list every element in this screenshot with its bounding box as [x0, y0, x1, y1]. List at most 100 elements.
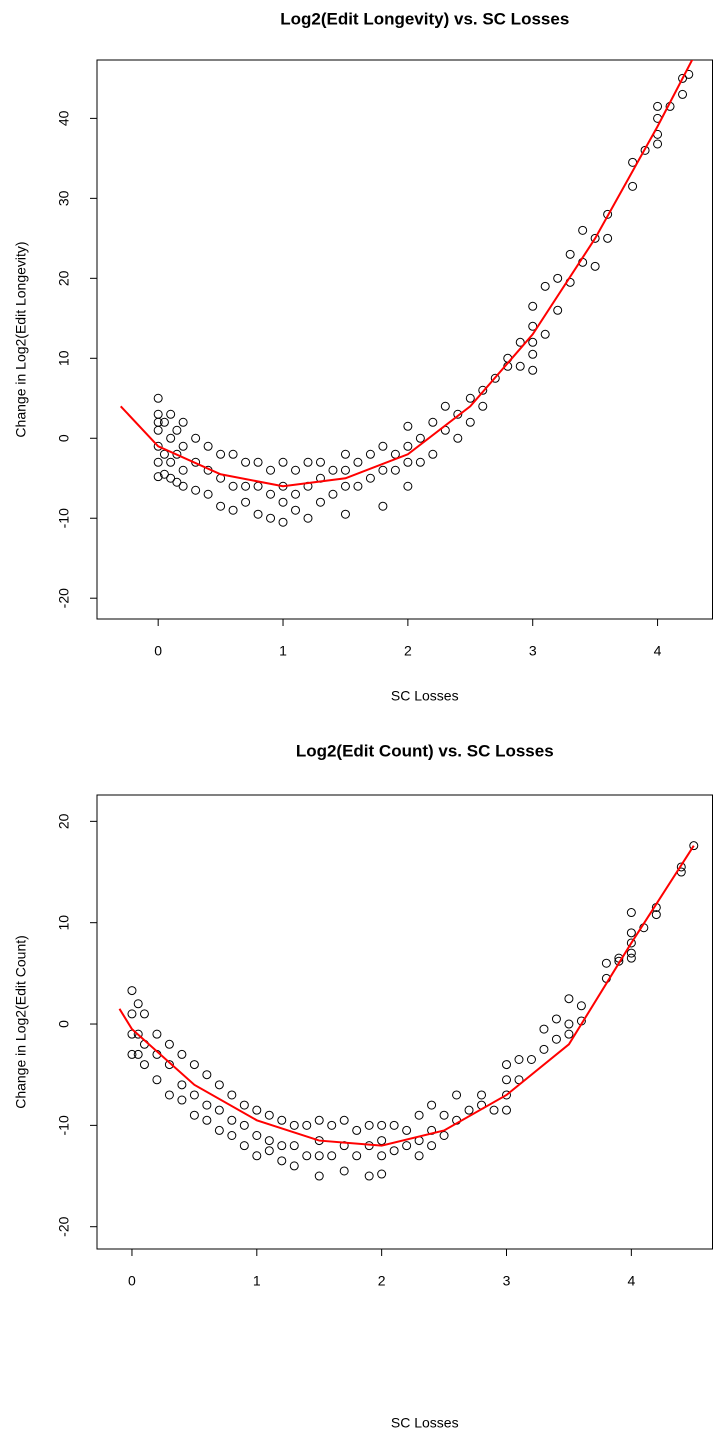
- point: [377, 1136, 387, 1146]
- point: [289, 1120, 299, 1130]
- point: [464, 1105, 474, 1115]
- point: [528, 365, 538, 375]
- y-tick-label: -20: [56, 1216, 72, 1236]
- plot-box: [96, 59, 713, 620]
- point: [515, 337, 525, 347]
- point: [477, 1090, 487, 1100]
- point: [202, 1115, 212, 1125]
- point: [453, 433, 463, 443]
- point: [364, 1120, 374, 1130]
- point: [159, 417, 169, 427]
- point: [378, 441, 388, 451]
- point: [489, 1105, 499, 1115]
- y-tick-label: 10: [56, 915, 72, 931]
- point: [564, 1019, 574, 1029]
- point: [551, 1014, 561, 1024]
- point: [528, 321, 538, 331]
- x-tick-label: 1: [253, 1273, 261, 1289]
- point: [564, 994, 574, 1004]
- y-axis-label: Change in Log2(Edit Count): [13, 935, 29, 1109]
- point: [172, 449, 182, 459]
- point: [277, 1141, 287, 1151]
- point: [440, 401, 450, 411]
- point: [166, 457, 176, 467]
- point: [626, 928, 636, 938]
- point: [139, 1060, 149, 1070]
- point: [364, 1171, 374, 1181]
- point: [603, 209, 613, 219]
- point: [578, 225, 588, 235]
- chart: Log2(Edit Longevity) vs. SC Losses SC Los…: [13, 9, 713, 704]
- point: [153, 409, 163, 419]
- chart-title: Log2(Edit Count) vs. SC Losses: [296, 741, 554, 760]
- point: [653, 139, 663, 149]
- point: [653, 101, 663, 111]
- x-tick-label: 2: [404, 643, 412, 659]
- point: [478, 401, 488, 411]
- point: [528, 349, 538, 359]
- point: [253, 481, 263, 491]
- point: [239, 1100, 249, 1110]
- point: [403, 421, 413, 431]
- point: [378, 501, 388, 511]
- point: [189, 1090, 199, 1100]
- chart: Log2(Edit Count) vs. SC Losses SC Losses C…: [13, 741, 713, 1431]
- point: [228, 505, 238, 515]
- point: [377, 1151, 387, 1161]
- y-tick-label: -10: [56, 1115, 72, 1135]
- point: [415, 433, 425, 443]
- point: [127, 1009, 137, 1019]
- point: [590, 261, 600, 271]
- point: [565, 249, 575, 259]
- plot-area: [119, 60, 694, 527]
- point: [314, 1171, 324, 1181]
- point: [502, 1105, 512, 1115]
- point: [502, 1060, 512, 1070]
- point: [339, 1115, 349, 1125]
- point: [289, 1141, 299, 1151]
- point: [402, 1125, 412, 1135]
- point: [264, 1146, 274, 1156]
- point: [365, 473, 375, 483]
- point: [266, 513, 276, 523]
- point: [515, 361, 525, 371]
- point: [203, 441, 213, 451]
- point: [177, 1095, 187, 1105]
- point: [166, 409, 176, 419]
- point: [614, 956, 624, 966]
- point: [291, 489, 301, 499]
- point: [626, 938, 636, 948]
- point: [133, 1029, 143, 1039]
- point: [303, 513, 313, 523]
- point: [203, 489, 213, 499]
- point: [239, 1120, 249, 1130]
- point: [252, 1105, 262, 1115]
- point: [241, 481, 251, 491]
- point: [676, 862, 686, 872]
- point: [377, 1169, 387, 1179]
- point: [214, 1125, 224, 1135]
- point: [164, 1060, 174, 1070]
- point: [264, 1136, 274, 1146]
- point: [159, 469, 169, 479]
- point: [502, 1075, 512, 1085]
- point: [153, 417, 163, 427]
- point: [314, 1115, 324, 1125]
- point: [278, 517, 288, 527]
- point: [402, 1141, 412, 1151]
- point: [340, 465, 350, 475]
- point: [576, 1001, 586, 1011]
- point: [689, 841, 699, 851]
- point: [153, 457, 163, 467]
- point: [540, 281, 550, 291]
- point: [303, 457, 313, 467]
- point: [315, 457, 325, 467]
- point: [172, 477, 182, 487]
- point: [302, 1120, 312, 1130]
- point: [214, 1080, 224, 1090]
- point: [564, 1029, 574, 1039]
- point: [178, 441, 188, 451]
- point: [278, 497, 288, 507]
- point: [390, 465, 400, 475]
